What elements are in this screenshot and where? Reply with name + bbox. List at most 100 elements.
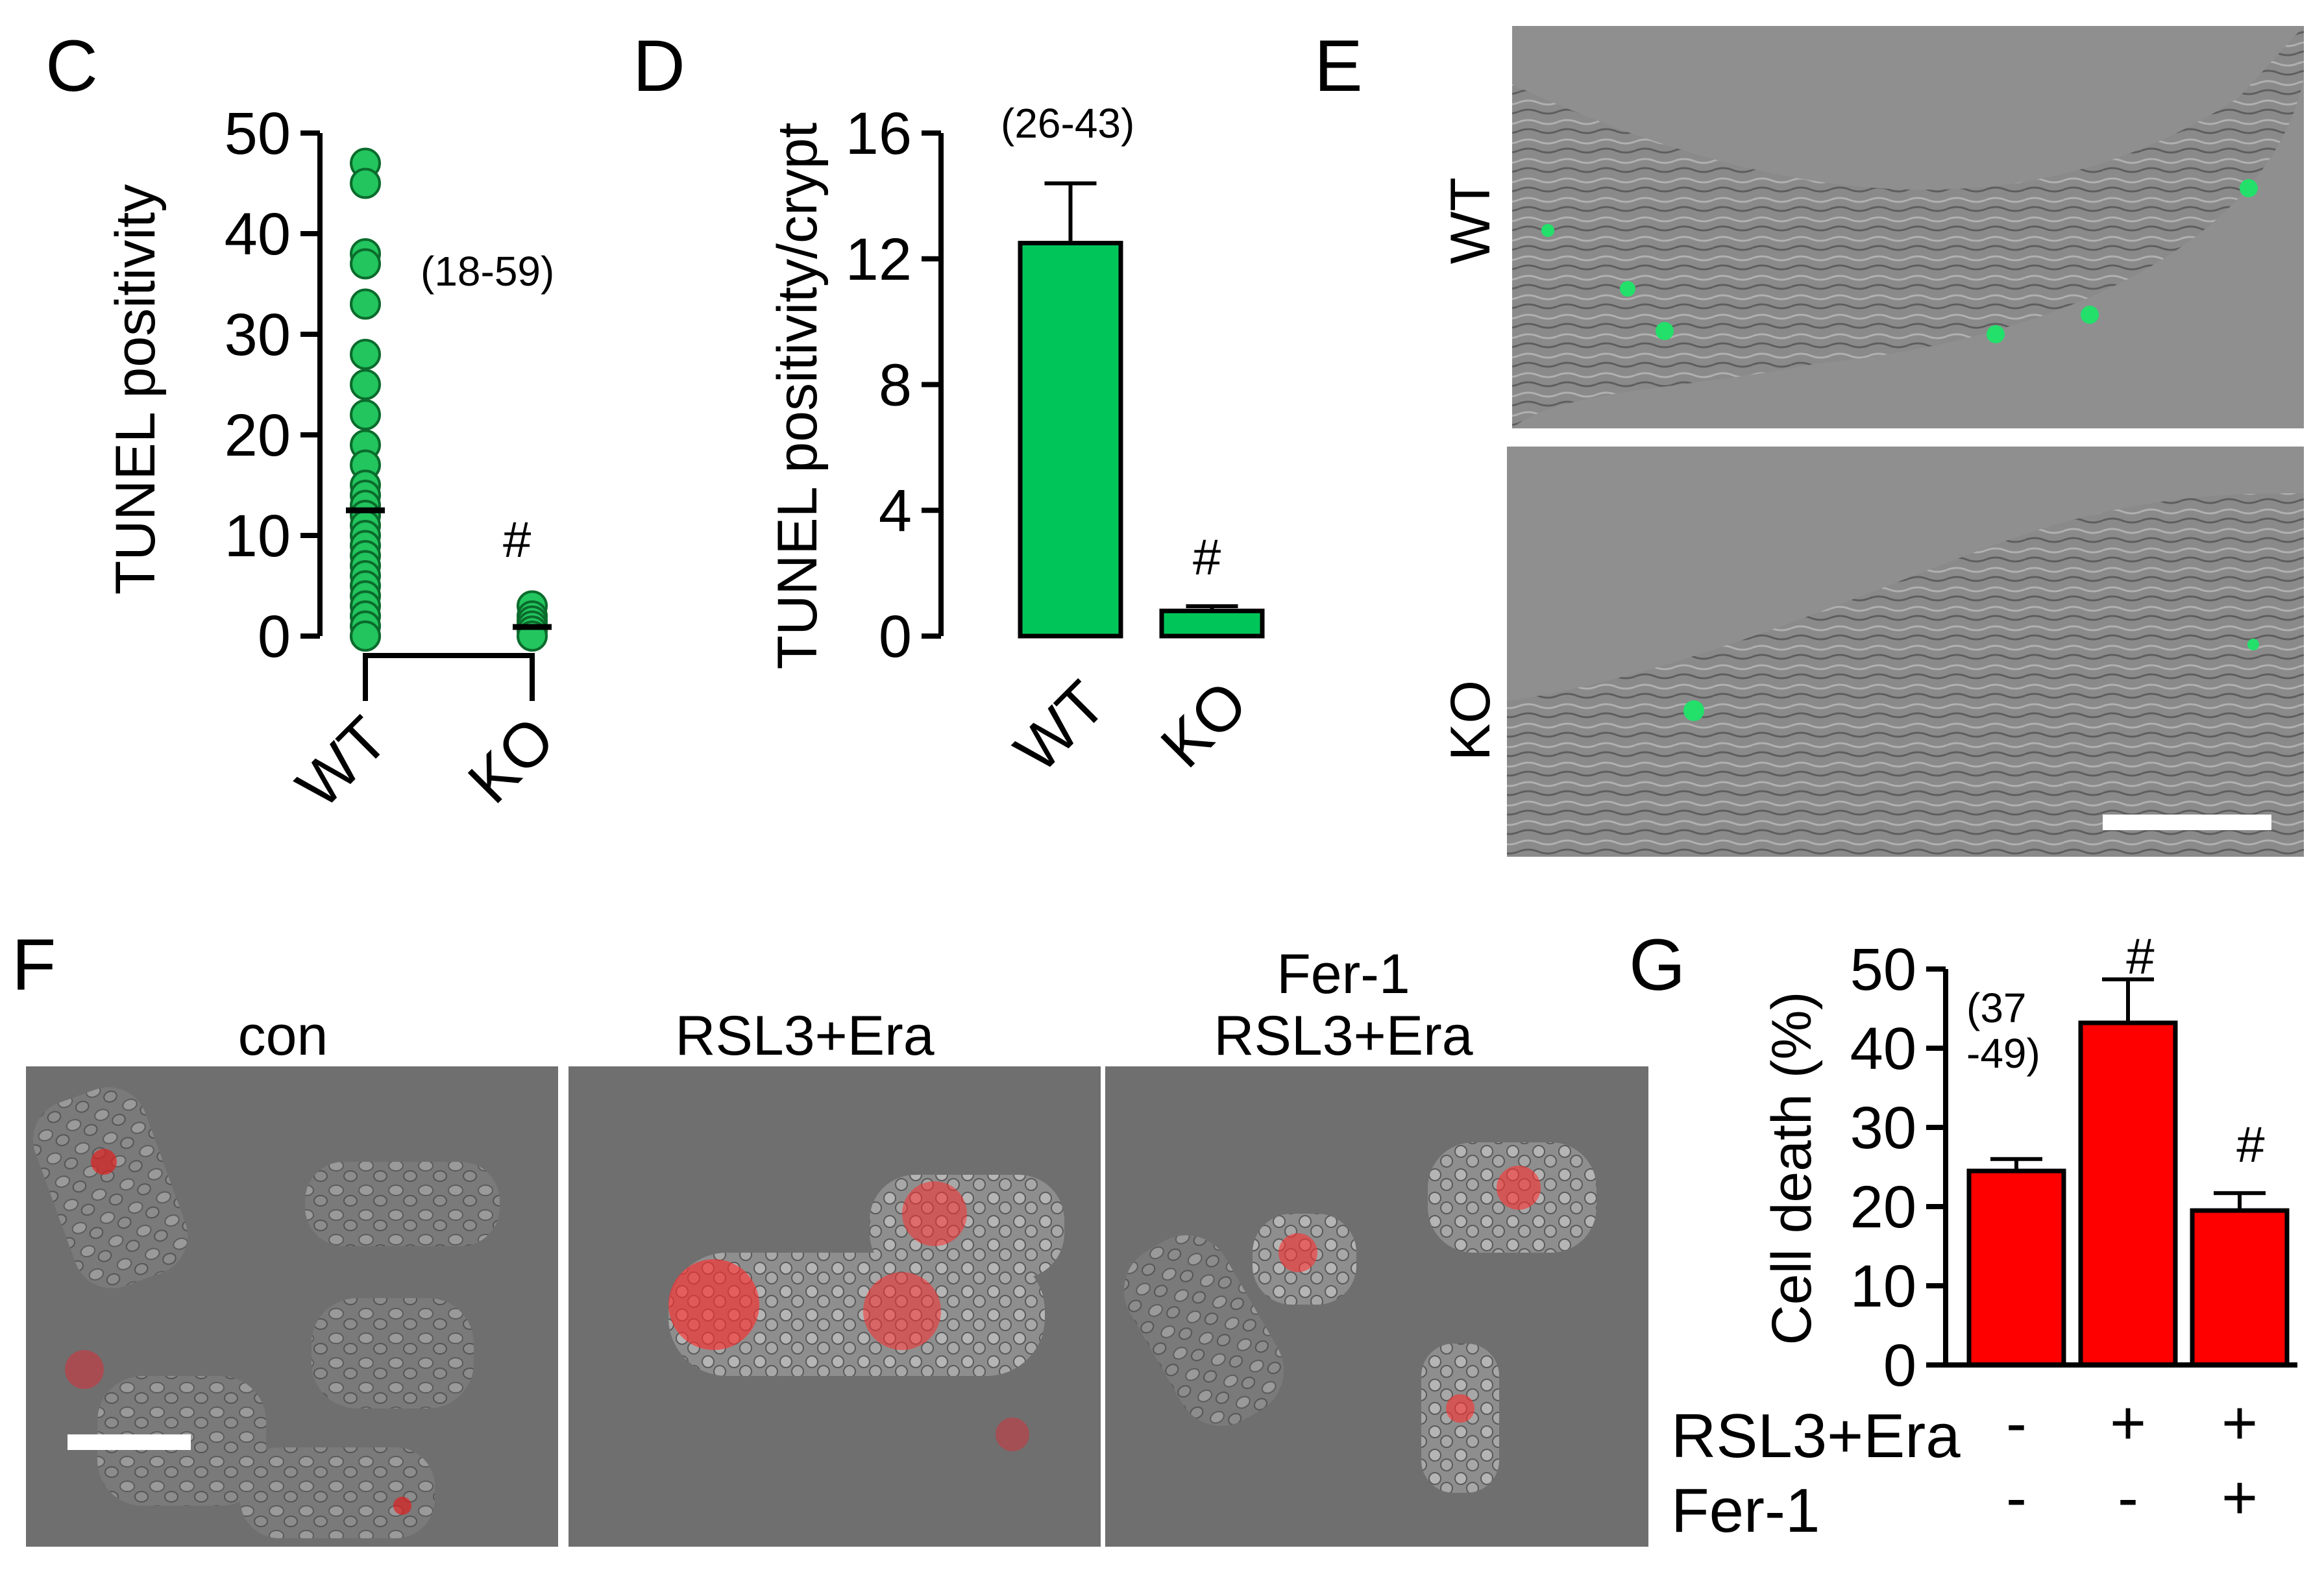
con-red-signal bbox=[393, 1497, 411, 1515]
chart-c-tick-label: 20 bbox=[225, 402, 291, 469]
chart-g-significance-bar3: # bbox=[2236, 1116, 2264, 1173]
chart-g-significance-bar2: # bbox=[2126, 927, 2154, 985]
chart-d-bars bbox=[1018, 181, 1265, 639]
chart-g-bar bbox=[2190, 1208, 2290, 1368]
rsl3era-red-signal bbox=[863, 1272, 941, 1350]
con-crypt bbox=[33, 1087, 188, 1288]
panel-letter-d: D bbox=[633, 25, 685, 106]
chart-d: TUNEL positivity/crypt 0 4 8 12 16 (26-43) #… bbox=[766, 100, 1265, 785]
chart-c-yticks: 0 10 20 30 40 50 bbox=[225, 101, 323, 670]
chart-d-tick-label: 4 bbox=[879, 478, 912, 544]
panel-e-wt-label: WT bbox=[1439, 177, 1502, 264]
chart-c-category-label: KO bbox=[455, 704, 568, 817]
chart-d-category-label: WT bbox=[1001, 668, 1119, 785]
chart-g-tick-label: 40 bbox=[1850, 1016, 1916, 1082]
rsl3era-red-signal bbox=[996, 1418, 1029, 1451]
chart-d-tick-label: 8 bbox=[879, 352, 912, 419]
panel-e-images: WT KO bbox=[1439, 26, 2304, 857]
chart-c-point bbox=[350, 288, 381, 320]
chart-c-tick-label: 50 bbox=[225, 101, 291, 167]
panel-letter-g: G bbox=[1629, 924, 1685, 1005]
chart-g-bar bbox=[2078, 1020, 2178, 1368]
chart-g-condition-sign: + bbox=[2110, 1388, 2146, 1458]
chart-d-category-label: KO bbox=[1148, 668, 1261, 781]
panel-f-label-con: con bbox=[238, 1005, 328, 1067]
con-scale-bar bbox=[67, 1434, 191, 1450]
chart-g-condition-label: Fer-1 bbox=[1671, 1476, 1820, 1545]
panel-f-label-fer1: Fer-1 bbox=[1277, 943, 1410, 1005]
ko-tissue-band bbox=[1507, 493, 2304, 857]
rsl3era-red-signal bbox=[668, 1259, 759, 1350]
chart-c-point bbox=[350, 167, 381, 199]
fer1-red-signal bbox=[1446, 1394, 1474, 1423]
chart-d-tick-label: 0 bbox=[879, 604, 912, 670]
con-crypt bbox=[240, 1447, 435, 1538]
chart-g-range-line1: (37 bbox=[1966, 985, 2027, 1031]
chart-c-categories: WT KO bbox=[284, 704, 568, 821]
chart-d-categories: WT KO bbox=[1001, 668, 1260, 785]
chart-c-tick-label: 40 bbox=[225, 201, 291, 267]
wt-tunel-spot bbox=[1541, 224, 1554, 237]
chart-d-bar bbox=[1018, 241, 1123, 639]
chart-g-ylabel: Cell death (%) bbox=[1761, 992, 1823, 1345]
panel-letter-e: E bbox=[1314, 25, 1363, 106]
chart-c-point bbox=[350, 248, 381, 280]
chart-d-range: (26-43) bbox=[1001, 100, 1134, 147]
ko-tunel-spot bbox=[1683, 700, 1704, 721]
chart-d-bar bbox=[1159, 608, 1265, 639]
chart-d-tick-label: 16 bbox=[846, 101, 912, 167]
chart-g-condition-label: RSL3+Era bbox=[1671, 1401, 1961, 1471]
chart-c-point bbox=[350, 620, 381, 652]
con-crypt bbox=[305, 1162, 500, 1246]
chart-c-tick-label: 0 bbox=[258, 604, 291, 670]
panel-e-ko-label: KO bbox=[1439, 680, 1502, 761]
chart-g-condition-sign: - bbox=[2006, 1388, 2027, 1458]
chart-c-point bbox=[350, 399, 381, 430]
chart-c-tick-label: 30 bbox=[225, 302, 291, 368]
rsl3era-crypt bbox=[870, 1175, 1064, 1279]
ko-tunel-spot bbox=[2247, 639, 2259, 650]
wt-tunel-spot bbox=[1656, 322, 1674, 340]
panel-f-images: con RSL3+Era Fer-1 RSL3+Era bbox=[26, 943, 1648, 1547]
panel-letter-c: C bbox=[45, 25, 98, 106]
wt-tunel-spot bbox=[2081, 306, 2099, 324]
panel-letter-f: F bbox=[12, 924, 56, 1005]
chart-c-tick-label: 10 bbox=[225, 503, 291, 569]
fer1-red-signal bbox=[1278, 1233, 1317, 1272]
chart-g-condition-sign: + bbox=[2221, 1463, 2258, 1532]
chart-d-tick-label: 12 bbox=[846, 227, 912, 293]
chart-g-tick-label: 50 bbox=[1850, 937, 1916, 1003]
chart-g-tick-label: 0 bbox=[1883, 1333, 1916, 1399]
chart-c-range: (18-59) bbox=[421, 248, 554, 295]
panel-f-label-fer1-rsl3era: RSL3+Era bbox=[1214, 1005, 1473, 1067]
con-red-signal bbox=[65, 1350, 104, 1389]
chart-c: TUNEL positivity 0 10 20 30 40 50 (18-59) # W… bbox=[104, 101, 568, 821]
chart-g-conditions: RSL3+Era - + +Fer-1- - + bbox=[1671, 1388, 2258, 1545]
chart-d-ylabel: TUNEL positivity/crypt bbox=[766, 123, 829, 670]
wt-tunel-spot bbox=[1620, 281, 1635, 297]
chart-c-points bbox=[346, 147, 552, 701]
wt-tunel-spot bbox=[2240, 179, 2258, 197]
con-crypt bbox=[312, 1298, 474, 1408]
chart-g-condition-sign: - bbox=[2006, 1463, 2027, 1532]
chart-g-range-line2: -49) bbox=[1966, 1030, 2040, 1077]
rsl3era-crypt bbox=[668, 1253, 1045, 1376]
scale-bar bbox=[2103, 815, 2271, 830]
chart-c-ylabel: TUNEL positivity bbox=[104, 184, 167, 595]
chart-g-tick-label: 10 bbox=[1850, 1253, 1916, 1320]
chart-c-significance: # bbox=[503, 511, 531, 568]
chart-c-bracket bbox=[363, 653, 535, 701]
chart-g-bar bbox=[1966, 1168, 2066, 1368]
rsl3era-red-signal bbox=[902, 1181, 967, 1246]
chart-g-bars bbox=[1946, 977, 2297, 1368]
wt-tissue-band bbox=[1512, 26, 2304, 428]
chart-c-point bbox=[350, 369, 381, 400]
chart-g-tick-label: 30 bbox=[1850, 1095, 1916, 1161]
chart-g-tick-label: 20 bbox=[1850, 1174, 1916, 1240]
chart-d-yticks: 0 4 8 12 16 bbox=[846, 101, 944, 670]
chart-c-point bbox=[350, 339, 381, 370]
fer1-red-signal bbox=[1497, 1166, 1541, 1210]
fer1-crypt bbox=[1124, 1235, 1284, 1426]
